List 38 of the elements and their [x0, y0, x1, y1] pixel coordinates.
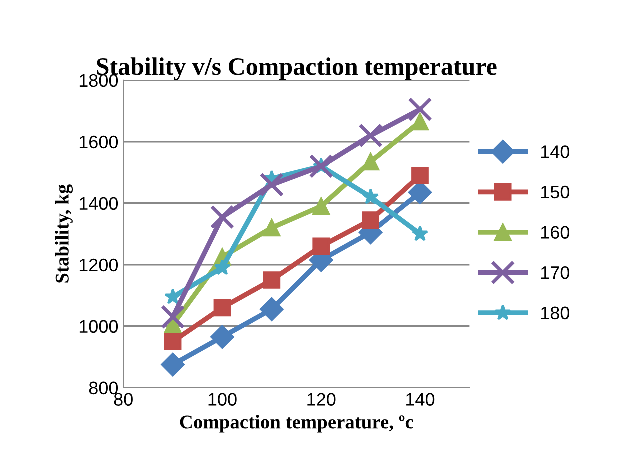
x-tick-label: 120 — [308, 393, 336, 406]
point — [164, 333, 182, 350]
point — [408, 97, 432, 122]
point — [362, 188, 380, 204]
point — [161, 352, 185, 377]
y-tick-label: 1600 — [80, 136, 118, 149]
y-axis-title: Stability, kg — [55, 184, 74, 283]
point — [412, 113, 429, 131]
point — [214, 299, 232, 317]
point — [263, 272, 281, 289]
legend-label: 140 — [541, 146, 570, 158]
x-tick-label: 80 — [114, 393, 133, 406]
legend-label: 170 — [541, 266, 570, 280]
point — [312, 198, 330, 216]
y-tick-label: 1400 — [80, 197, 118, 210]
point — [412, 225, 429, 242]
point — [210, 325, 234, 349]
point — [214, 259, 231, 276]
legend-label: 160 — [541, 226, 570, 239]
point — [358, 124, 383, 148]
y-tick-label: 800 — [89, 382, 118, 395]
point — [309, 154, 334, 179]
point — [260, 172, 284, 198]
point — [164, 288, 182, 304]
point — [260, 298, 284, 322]
x-tick-label: 140 — [406, 393, 435, 406]
x-axis-title: Compaction temperature, ºc — [180, 415, 414, 433]
x-tick-label: 100 — [208, 393, 237, 406]
y-tick-label: 1200 — [80, 258, 118, 272]
y-tick-label: 1000 — [80, 320, 118, 334]
point — [312, 238, 330, 256]
legend-label: 150 — [541, 186, 570, 199]
legend-label: 180 — [541, 306, 570, 320]
point — [412, 167, 429, 184]
point — [160, 304, 186, 330]
point — [362, 212, 380, 229]
point — [263, 219, 281, 237]
point — [210, 205, 235, 230]
